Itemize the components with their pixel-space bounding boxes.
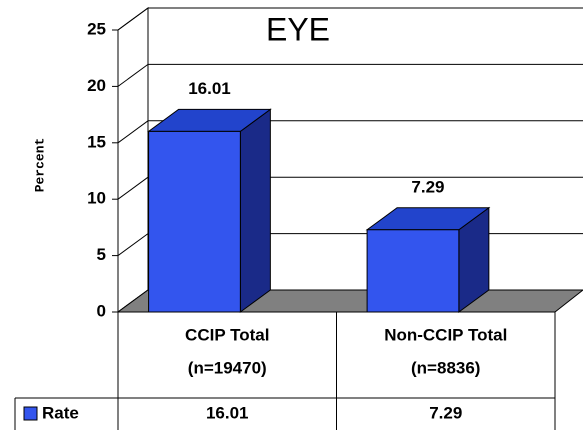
- grid-line: [117, 120, 149, 144]
- table-value: 7.29: [429, 403, 462, 422]
- side-wall: [117, 7, 149, 313]
- grid-line: [117, 233, 149, 257]
- bar-side: [239, 108, 271, 313]
- y-tick-label: 15: [87, 132, 106, 151]
- bar: [148, 130, 241, 313]
- legend-swatch: [23, 406, 38, 421]
- data-label: 16.01: [188, 79, 231, 98]
- y-axis-label: Percent: [32, 138, 47, 193]
- x-tick-label: (n=19470): [188, 358, 267, 377]
- x-tick-label: Non-CCIP Total: [384, 325, 507, 344]
- y-tick-label: 20: [87, 76, 106, 95]
- grid-line: [117, 63, 149, 87]
- x-tick-label: (n=8836): [411, 358, 480, 377]
- grid-line: [117, 176, 149, 200]
- y-tick-label: 5: [97, 245, 106, 264]
- bar: [366, 229, 460, 313]
- table-value: 16.01: [206, 403, 249, 422]
- grid-line: [117, 7, 149, 31]
- y-tick-label: 10: [87, 189, 106, 208]
- chart-title: EYE: [266, 11, 330, 47]
- legend-label: Rate: [42, 403, 79, 422]
- y-tick-label: 0: [97, 301, 106, 320]
- x-tick-label: CCIP Total: [185, 325, 269, 344]
- y-tick-label: 25: [87, 19, 106, 38]
- data-label: 7.29: [411, 177, 444, 196]
